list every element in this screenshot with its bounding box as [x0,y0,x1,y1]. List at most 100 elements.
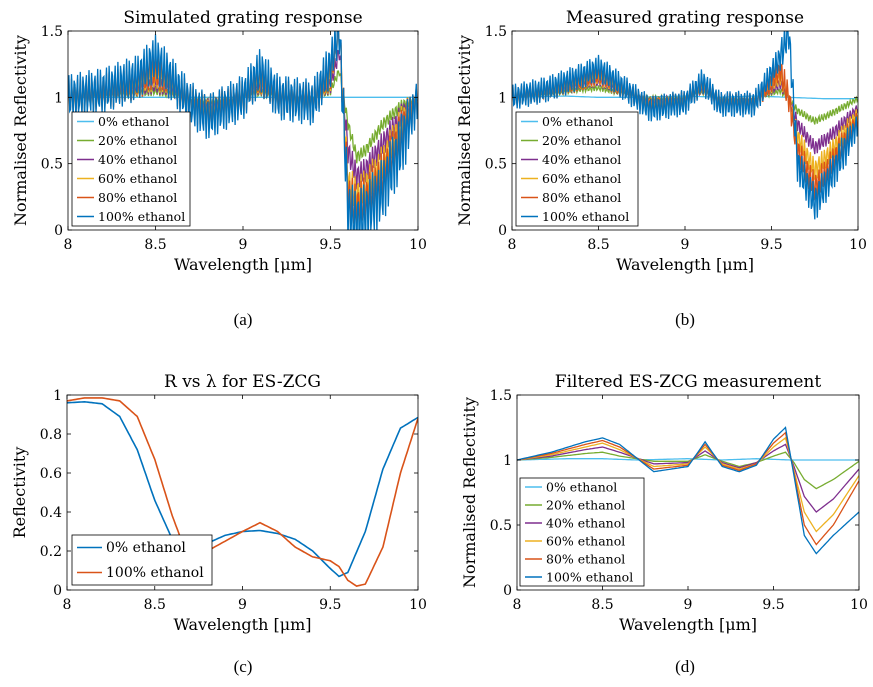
y-tick-label: 0 [54,223,63,239]
legend-label: 40% ethanol [98,152,177,167]
legend-label: 20% ethanol [542,133,621,148]
legend-label: 0% ethanol [106,540,186,556]
legend-label: 100% ethanol [106,565,204,581]
x-tick-label: 9 [681,237,690,253]
y-tick-label: 0.5 [41,157,63,173]
panel-caption: (b) [675,310,695,329]
legend-label: 0% ethanol [542,114,613,129]
legend-label: 0% ethanol [546,480,617,495]
legend-box [519,477,645,587]
legend: 0% ethanol 20% ethanol 40% ethanol 60% etha… [71,111,191,227]
x-tick-label: 8 [64,237,73,253]
y-tick-label: 1 [503,453,512,469]
x-tick-label: 9.5 [319,597,341,613]
series-line-2 [517,443,859,513]
legend-label: 0% ethanol [98,114,169,129]
x-tick-label: 9 [238,597,247,613]
x-tick-label: 8 [63,597,72,613]
chart-title: Measured grating response [566,8,804,28]
chart-a: 8 8.5 9 9.5 10 0 0.5 1 1.5 Simulated grating resp… [11,8,427,329]
series-line-4 [517,431,859,546]
legend: 0% ethanol 100% ethanol [71,534,213,586]
legend-label: 100% ethanol [546,570,633,585]
chart-title: Simulated grating response [123,8,362,28]
legend: 0% ethanol 20% ethanol 40% ethanol 60% etha… [515,111,639,227]
x-axis-label: Wavelength [μm] [174,255,312,274]
series-line-0 [517,458,859,461]
legend-label: 80% ethanol [542,190,621,205]
x-tick-label: 10 [409,237,427,253]
legend-label: 100% ethanol [98,209,185,224]
y-tick-label: 0.2 [40,544,62,560]
panel-caption: (d) [675,657,695,676]
series-line-1 [517,451,859,490]
legend: 0% ethanol 20% ethanol 40% ethanol 60% etha… [519,477,645,587]
x-tick-label: 10 [850,597,868,613]
series-line-5 [512,31,858,220]
legend-label: 80% ethanol [98,190,177,205]
series-group [512,31,858,220]
y-tick-label: 0.8 [40,427,62,443]
chart-c: 8 8.5 9 9.5 10 0 0.2 0.4 0.6 0.8 1 R vs λ for ES-ZC… [10,372,427,676]
x-tick-label: 9.5 [760,237,782,253]
panel-caption: (c) [234,657,253,676]
y-axis-label: Reflectivity [10,447,29,539]
y-tick-label: 1 [53,388,62,404]
x-tick-label: 9 [684,597,693,613]
series-group [517,426,859,555]
legend-label: 60% ethanol [546,534,625,549]
legend-label: 20% ethanol [98,133,177,148]
x-axis-label: Wavelength [μm] [173,615,311,634]
y-axis-label: Normalised Reflectivity [455,35,474,226]
x-tick-label: 8.5 [591,597,613,613]
y-tick-label: 0 [53,583,62,599]
legend-label: 60% ethanol [98,171,177,186]
x-tick-label: 9.5 [762,597,784,613]
y-tick-label: 0.4 [40,505,62,521]
x-tick-label: 9 [239,237,248,253]
legend-label: 40% ethanol [546,516,625,531]
chart-title: Filtered ES-ZCG measurement [555,372,822,392]
legend-label: 20% ethanol [546,498,625,513]
y-tick-label: 0.6 [40,466,62,482]
chart-title: R vs λ for ES-ZCG [164,372,321,392]
y-tick-label: 0.5 [490,518,512,534]
x-tick-label: 8.5 [144,237,166,253]
x-tick-label: 8.5 [144,597,166,613]
y-tick-label: 1 [54,90,63,106]
series-line-1 [67,397,418,587]
legend-box [71,534,213,586]
series-line-5 [517,426,859,555]
y-tick-label: 1.5 [41,24,63,40]
panel-caption: (a) [234,310,253,329]
x-tick-label: 8 [508,237,517,253]
legend-label: 80% ethanol [546,552,625,567]
y-tick-label: 1.5 [485,24,507,40]
x-axis-label: Wavelength [μm] [619,615,757,634]
x-tick-label: 8.5 [587,237,609,253]
y-tick-label: 0 [503,583,512,599]
x-tick-label: 10 [409,597,427,613]
x-tick-label: 8 [513,597,522,613]
x-axis-label: Wavelength [μm] [616,255,754,274]
y-tick-label: 0.5 [485,157,507,173]
chart-b: 8 8.5 9 9.5 10 0 0.5 1 1.5 Measured grating respo… [455,8,867,329]
legend-label: 100% ethanol [542,209,629,224]
chart-d: 8 8.5 9 9.5 10 0 0.5 1 1.5 Filtered ES-ZCG measur… [460,372,868,676]
y-axis-label: Normalised Reflectivity [460,397,479,588]
series-group [68,31,418,230]
legend-label: 40% ethanol [542,152,621,167]
legend-label: 60% ethanol [542,171,621,186]
y-axis-label: Normalised Reflectivity [11,35,30,226]
y-tick-label: 1 [498,90,507,106]
series-line-3 [517,436,859,533]
x-tick-label: 9.5 [319,237,341,253]
series-line-5 [68,31,418,230]
x-tick-label: 10 [849,237,867,253]
legend-box [515,111,639,227]
series-group [67,397,418,587]
legend-box [71,111,191,227]
y-tick-label: 0 [498,223,507,239]
y-tick-label: 1.5 [490,388,512,404]
